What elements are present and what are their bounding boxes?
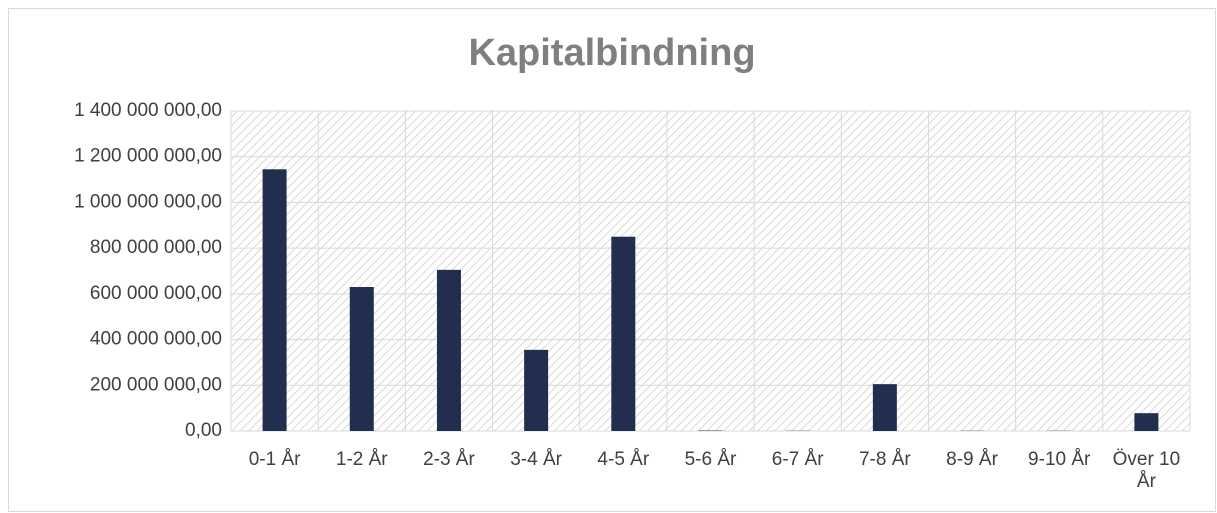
bar <box>524 349 549 431</box>
y-tick-label: 1 400 000 000,00 <box>74 100 222 121</box>
y-tick-label: 200 000 000,00 <box>90 374 222 395</box>
plot-area <box>231 111 1190 431</box>
x-tick-label: 3-4 År <box>510 449 562 470</box>
x-tick-label: Över 10 År <box>1112 449 1181 492</box>
x-tick-label: 0-1 År <box>248 449 301 470</box>
y-tick-label: 1 200 000 000,00 <box>74 146 222 167</box>
y-tick-label: 600 000 000,00 <box>90 283 222 304</box>
x-tick-label: 6-7 År <box>771 449 824 470</box>
bar <box>436 269 461 431</box>
bar <box>611 236 636 431</box>
chart-title: Kapitalbindning <box>468 32 755 74</box>
x-tick-label: 1-2 År <box>335 449 388 470</box>
x-tick-label: 2-3 År <box>423 449 475 470</box>
bar <box>349 287 374 431</box>
y-tick-label: 800 000 000,00 <box>90 237 222 258</box>
bar <box>1134 413 1159 431</box>
bar <box>262 169 287 432</box>
x-tick-label: 9-10 År <box>1028 449 1091 470</box>
x-tick-label: 7-8 År <box>858 449 911 470</box>
y-tick-label: 0,00 <box>185 420 222 441</box>
x-tick-label: 8-9 År <box>946 449 998 470</box>
y-tick-label: 1 000 000 000,00 <box>74 191 222 212</box>
y-tick-label: 400 000 000,00 <box>90 329 222 350</box>
x-tick-label: 5-6 År <box>684 449 737 470</box>
x-tick-label: 4-5 År <box>597 449 650 470</box>
bar <box>872 384 897 431</box>
